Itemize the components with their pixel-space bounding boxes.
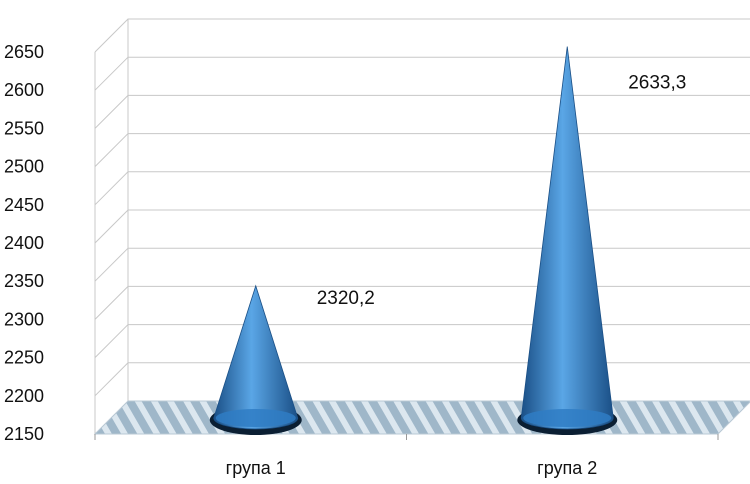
x-axis-categories: група 1 група 2: [226, 458, 598, 478]
cone-base: [523, 409, 612, 427]
gridlines: [94, 18, 750, 434]
cone-marks: [209, 46, 618, 435]
gridline: [94, 94, 750, 129]
y-tick-label: 2350: [4, 271, 44, 291]
y-axis-ticks: 2150 2200 2250 2300 2350 2400 2450 2500 2550 2600…: [4, 42, 44, 444]
gridline: [94, 171, 750, 206]
gridline: [94, 209, 750, 244]
y-tick-label: 2650: [4, 42, 44, 62]
gridline: [94, 133, 750, 167]
y-tick-label: 2450: [4, 195, 44, 215]
cone-base: [215, 409, 296, 427]
y-tick-label: 2300: [4, 309, 44, 329]
y-tick-label: 2200: [4, 386, 44, 406]
x-category-label: група 1: [226, 458, 286, 478]
cone-bar: [213, 284, 299, 430]
x-category-label: група 2: [537, 458, 597, 478]
data-labels: 2320,2 2633,3: [317, 73, 687, 309]
y-tick-label: 2500: [4, 157, 44, 177]
gridline: [94, 324, 750, 358]
gridline: [94, 247, 750, 282]
gridline: [94, 362, 750, 397]
gridline: [94, 285, 750, 320]
gridline: [94, 18, 750, 53]
floor-plane: [93, 400, 750, 435]
y-tick-label: 2150: [4, 424, 44, 444]
y-tick-label: 2250: [4, 348, 44, 368]
y-tick-label: 2600: [4, 80, 44, 100]
cone-bar: [520, 46, 614, 430]
data-label: 2320,2: [317, 288, 375, 309]
chart-floor: [93, 400, 750, 440]
data-label: 2633,3: [628, 73, 686, 94]
y-tick-label: 2400: [4, 233, 44, 253]
y-tick-label: 2550: [4, 118, 44, 138]
